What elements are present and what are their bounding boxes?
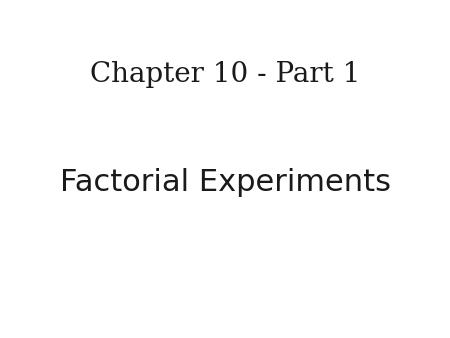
Text: Factorial Experiments: Factorial Experiments [59,168,391,197]
Text: Chapter 10 - Part 1: Chapter 10 - Part 1 [90,61,360,88]
